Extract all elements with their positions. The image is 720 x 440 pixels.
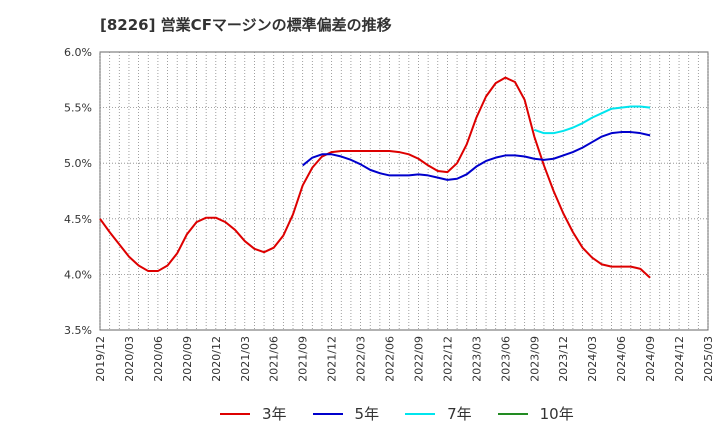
x-tick-label: 2021/06 [268,336,281,382]
legend-item: 10年 [497,403,574,424]
x-tick-label: 2022/03 [355,336,368,382]
y-tick-label: 4.5% [64,213,92,226]
y-tick-label: 6.0% [64,46,92,59]
legend-swatch [312,412,343,415]
x-tick-label: 2024/03 [586,336,599,382]
x-tick-label: 2020/06 [152,336,165,382]
y-tick-label: 4.0% [64,268,92,281]
x-tick-label: 2024/09 [644,336,657,382]
x-tick-label: 2023/09 [528,336,541,382]
x-tick-label: 2021/09 [297,336,310,382]
y-tick-label: 5.5% [64,102,92,115]
x-tick-label: 2020/03 [123,336,136,382]
legend-swatch [497,412,528,415]
legend-label: 3年 [262,405,287,423]
x-tick-label: 2023/03 [470,336,483,382]
x-tick-label: 2021/03 [239,336,252,382]
y-tick-label: 5.0% [64,157,92,170]
x-tick-label: 2020/09 [181,336,194,382]
x-tick-label: 2022/06 [384,336,397,382]
x-tick-label: 2023/12 [557,336,570,382]
series-line-7年 [533,105,651,135]
legend-label: 5年 [354,405,380,423]
legend-swatch [220,412,250,415]
x-tick-label: 2023/06 [499,336,512,382]
series-line-3年 [99,76,651,279]
chart-title: [8226] 営業CFマージンの標準偏差の推移 [100,16,392,34]
legend-item: 7年 [405,403,472,424]
legend-item: 3年 [220,403,287,424]
legend-swatch [405,412,436,415]
x-tick-label: 2022/12 [441,336,454,382]
series-line-5年 [302,131,651,181]
legend-label: 10年 [539,405,574,423]
x-tick-label: 2025/03 [702,336,715,382]
legend-label: 7年 [447,405,472,423]
x-tick-label: 2024/06 [615,336,628,382]
y-tick-label: 3.5% [64,324,92,337]
plot-area [99,51,709,331]
x-tick-label: 2024/12 [673,336,686,382]
legend-item: 5年 [312,403,380,424]
x-tick-label: 2019/12 [94,336,107,382]
x-tick-label: 2021/12 [326,336,339,382]
x-tick-label: 2022/09 [412,336,425,382]
x-tick-label: 2020/12 [210,336,223,382]
legend: 3年 5年 7年 10年 [220,403,600,424]
